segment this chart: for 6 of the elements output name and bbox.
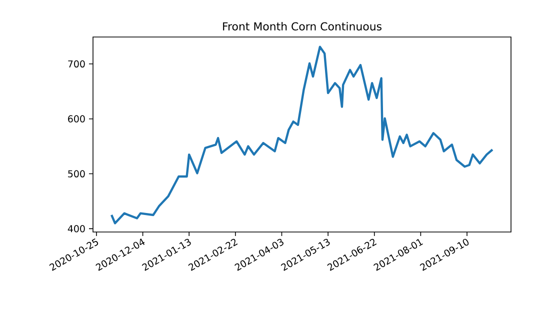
y-tick-label: 500 bbox=[68, 170, 85, 178]
y-tick-label: 600 bbox=[68, 115, 85, 122]
chart-title: Front Month Corn Continuous bbox=[223, 22, 382, 30]
y-tick-label: 400 bbox=[68, 225, 85, 232]
line-series bbox=[110, 46, 494, 224]
y-tick-label: 700 bbox=[68, 60, 85, 68]
